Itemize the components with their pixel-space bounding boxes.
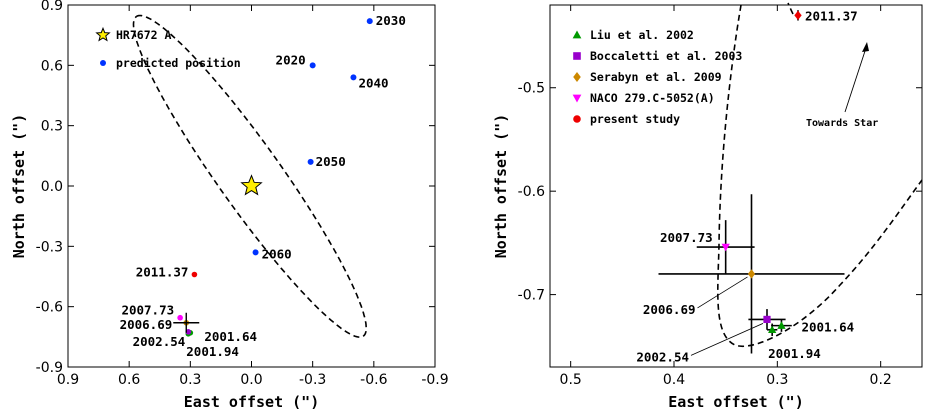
y-tick-label: -0.6 bbox=[36, 300, 63, 316]
x-tick-label: 0.5 bbox=[560, 372, 582, 388]
orbit-arc bbox=[717, 4, 923, 347]
legend-label: predicted position bbox=[116, 56, 241, 70]
x-tick-label: -0.9 bbox=[421, 372, 448, 388]
legend-label: Serabyn et al. 2009 bbox=[590, 70, 722, 84]
orbit-ellipse bbox=[132, 14, 367, 338]
predicted-point bbox=[350, 74, 357, 81]
x-tick-label: 0.6 bbox=[118, 372, 140, 388]
observed-point bbox=[191, 271, 198, 278]
predicted-point bbox=[309, 62, 316, 69]
panel-zoom: 0.5 0.4 0.3 0.2-0.5-0.6-0.7 2011.372007.732… bbox=[492, 2, 923, 411]
y-tick-label: -0.9 bbox=[36, 360, 63, 376]
legend: Liu et al. 2002 Boccaletti et al. 2003 Ser… bbox=[572, 28, 742, 126]
data-point bbox=[721, 243, 730, 252]
x-tick-label: -0.3 bbox=[299, 372, 326, 388]
y-axis-label: North offset (") bbox=[10, 114, 28, 259]
legend-marker bbox=[573, 52, 581, 60]
point-label: 2001.94 bbox=[768, 346, 821, 361]
legend: HR7672 A predicted position bbox=[95, 26, 241, 70]
plot-frame bbox=[549, 4, 923, 368]
observed-label: 2007.73 bbox=[121, 303, 174, 318]
y-tick-label: 0.9 bbox=[41, 0, 63, 14]
leader-line bbox=[690, 323, 764, 356]
data-point bbox=[747, 269, 756, 279]
data-point bbox=[763, 315, 771, 324]
x-tick-label: 0.2 bbox=[870, 372, 892, 388]
data-point bbox=[768, 325, 777, 334]
data-marks: 2011.37 2007.73 2006.69 2002.54 2001.94 2001.… bbox=[636, 8, 857, 364]
observed-label: 2001.64 bbox=[204, 329, 257, 344]
predicted-point bbox=[307, 158, 314, 165]
data-point bbox=[794, 10, 802, 21]
arrow-shaft bbox=[844, 47, 867, 113]
legend-label: HR7672 A bbox=[116, 28, 171, 42]
legend-label: Liu et al. 2002 bbox=[590, 28, 694, 42]
x-tick-label: 0.9 bbox=[57, 372, 79, 388]
orbit-curve bbox=[717, 2, 923, 347]
predicted-point bbox=[366, 18, 373, 25]
predicted-label: 2040 bbox=[358, 75, 388, 90]
observed-label: 2002.54 bbox=[133, 334, 186, 349]
x-tick-label: 0.4 bbox=[663, 372, 685, 388]
y-tick-label: 0.6 bbox=[41, 58, 63, 74]
predicted-label: 2050 bbox=[316, 154, 346, 169]
point-label: 2007.73 bbox=[660, 230, 713, 245]
data-point bbox=[777, 321, 786, 329]
legend-label: present study bbox=[590, 112, 680, 126]
predicted-label: 2020 bbox=[276, 52, 306, 67]
y-axis-label: North offset (") bbox=[492, 114, 510, 259]
observed-label: 2001.94 bbox=[186, 344, 239, 359]
annotation-text: Towards Star bbox=[806, 118, 878, 129]
predicted-label: 2030 bbox=[376, 13, 406, 28]
arrow-head bbox=[862, 42, 869, 52]
y-tick-label: 0.3 bbox=[41, 119, 63, 135]
x-tick-label: 0.3 bbox=[766, 372, 788, 388]
legend-marker bbox=[572, 94, 582, 103]
leader-line bbox=[697, 276, 748, 309]
y-tick-label: -0.5 bbox=[518, 81, 545, 97]
x-tick-label: 0.3 bbox=[179, 372, 201, 388]
observed-label: 2011.37 bbox=[136, 264, 189, 279]
tick-marks: 0.9 0.6 0.3 0.0 -0.3 -0.6 -0.9 -0.9 -0.6 -0.3 0.0 0… bbox=[36, 0, 449, 388]
orbit-arc-top bbox=[787, 2, 794, 15]
panel-full-orbit: 0.9 0.6 0.3 0.0 -0.3 -0.6 -0.9 -0.9 -0.6 -0.3 0.0 0… bbox=[10, 0, 449, 411]
annotations: Towards Star bbox=[806, 42, 878, 129]
host-star-marker bbox=[240, 174, 263, 196]
y-tick-label: 0.0 bbox=[41, 179, 63, 195]
point-label: 2001.64 bbox=[801, 320, 854, 335]
legend-marker bbox=[573, 72, 581, 82]
tick-marks: 0.5 0.4 0.3 0.2 -0.5 -0.6 -0.7 bbox=[518, 5, 922, 388]
y-tick-label: -0.6 bbox=[518, 184, 545, 200]
point-label: 2011.37 bbox=[805, 8, 858, 23]
observed-point bbox=[177, 314, 183, 321]
y-tick-label: -0.7 bbox=[518, 288, 545, 304]
point-label: 2002.54 bbox=[636, 349, 689, 364]
data-marks: 2020 2030 2040 2050 2060 2011.37 2007.732006.6… bbox=[120, 13, 406, 359]
legend-marker bbox=[100, 60, 106, 66]
y-tick-label: -0.3 bbox=[36, 239, 63, 255]
x-tick-label: 0.0 bbox=[240, 372, 262, 388]
point-label: 2006.69 bbox=[643, 302, 696, 317]
predicted-point bbox=[252, 249, 259, 256]
x-axis-label: East offset (") bbox=[184, 393, 319, 411]
legend-marker bbox=[95, 26, 111, 42]
legend-label: NACO 279.C-5052(A) bbox=[590, 91, 715, 105]
observed-label: 2006.69 bbox=[120, 317, 173, 332]
legend-label: Boccaletti et al. 2003 bbox=[590, 49, 742, 63]
orbit-curve bbox=[132, 14, 367, 338]
x-axis-label: East offset (") bbox=[668, 393, 803, 411]
legend-marker bbox=[572, 30, 582, 39]
x-tick-label: -0.6 bbox=[360, 372, 387, 388]
legend-marker bbox=[573, 115, 581, 123]
predicted-label: 2060 bbox=[262, 246, 292, 261]
